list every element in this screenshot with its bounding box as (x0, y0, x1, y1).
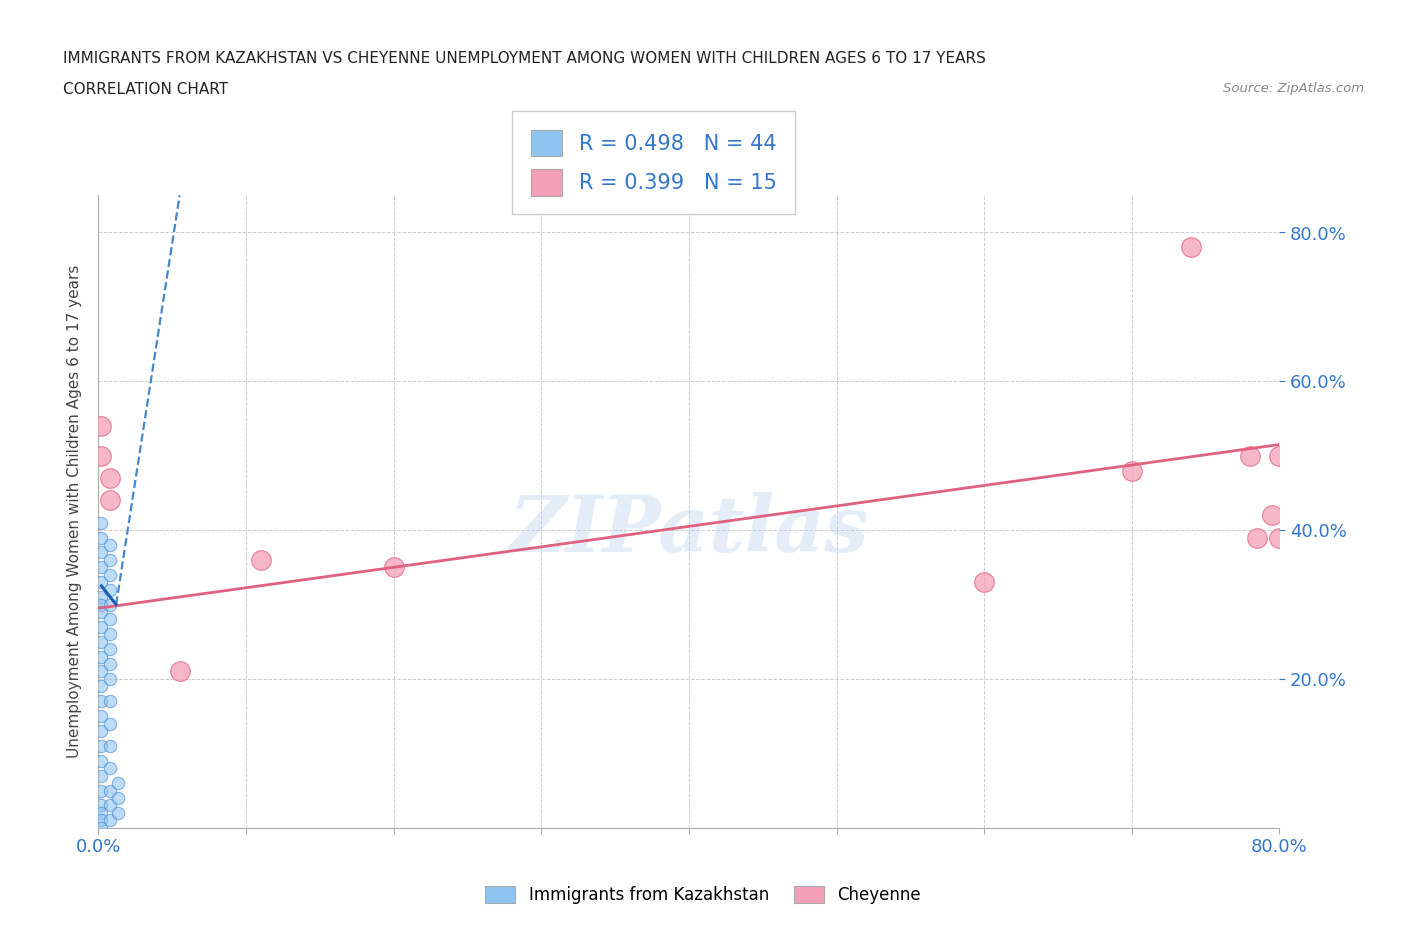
Point (90, 783, 112, 798)
Point (90, 597, 112, 612)
Point (1268, 530, 1291, 545)
Point (1246, 530, 1268, 545)
Point (98, 657, 121, 671)
Point (250, 552, 273, 567)
Point (98, 761, 121, 776)
Text: ZIPatlas: ZIPatlas (509, 492, 869, 569)
Point (107, 776, 129, 790)
Point (1261, 508, 1284, 523)
Point (90, 545, 112, 560)
Point (98, 552, 121, 567)
Point (90, 619, 112, 634)
Point (90, 820, 112, 835)
Point (90, 798, 112, 813)
Legend: R = 0.498   N = 44, R = 0.399   N = 15: R = 0.498 N = 44, R = 0.399 N = 15 (512, 111, 796, 215)
Point (98, 582, 121, 597)
Point (90, 679, 112, 694)
Point (1121, 463, 1143, 478)
Text: Source: ZipAtlas.com: Source: ZipAtlas.com (1223, 82, 1364, 95)
Point (90, 590, 112, 604)
Point (98, 627, 121, 642)
Point (98, 642, 121, 657)
Point (98, 538, 121, 552)
Point (98, 567, 121, 582)
Legend: Immigrants from Kazakhstan, Cheyenne: Immigrants from Kazakhstan, Cheyenne (477, 878, 929, 912)
Point (98, 694, 121, 709)
Point (90, 753, 112, 768)
Point (90, 515, 112, 530)
Point (98, 798, 121, 813)
Point (90, 530, 112, 545)
Point (90, 649, 112, 664)
Point (98, 716, 121, 731)
Point (98, 493, 121, 508)
Text: IMMIGRANTS FROM KAZAKHSTAN VS CHEYENNE UNEMPLOYMENT AMONG WOMEN WITH CHILDREN AG: IMMIGRANTS FROM KAZAKHSTAN VS CHEYENNE U… (63, 51, 986, 66)
Point (90, 738, 112, 753)
Point (98, 597, 121, 612)
Point (90, 805, 112, 820)
Point (90, 664, 112, 679)
Point (98, 612, 121, 627)
Point (98, 783, 121, 798)
Point (90, 724, 112, 738)
Point (90, 634, 112, 649)
Point (90, 575, 112, 590)
Point (1268, 448, 1291, 463)
Point (98, 671, 121, 686)
Point (973, 575, 995, 590)
Point (90, 768, 112, 783)
Point (90, 813, 112, 828)
Point (98, 738, 121, 753)
Text: CORRELATION CHART: CORRELATION CHART (63, 82, 228, 97)
Point (107, 790, 129, 805)
Point (382, 560, 405, 575)
Point (90, 709, 112, 724)
Point (90, 418, 112, 433)
Point (169, 664, 191, 679)
Point (98, 813, 121, 828)
Point (1180, 240, 1202, 255)
Point (90, 560, 112, 575)
Y-axis label: Unemployment Among Women with Children Ages 6 to 17 years: Unemployment Among Women with Children A… (67, 265, 83, 758)
Point (90, 604, 112, 619)
Point (1239, 448, 1261, 463)
Point (90, 694, 112, 709)
Point (90, 448, 112, 463)
Point (98, 471, 121, 485)
Point (107, 805, 129, 820)
